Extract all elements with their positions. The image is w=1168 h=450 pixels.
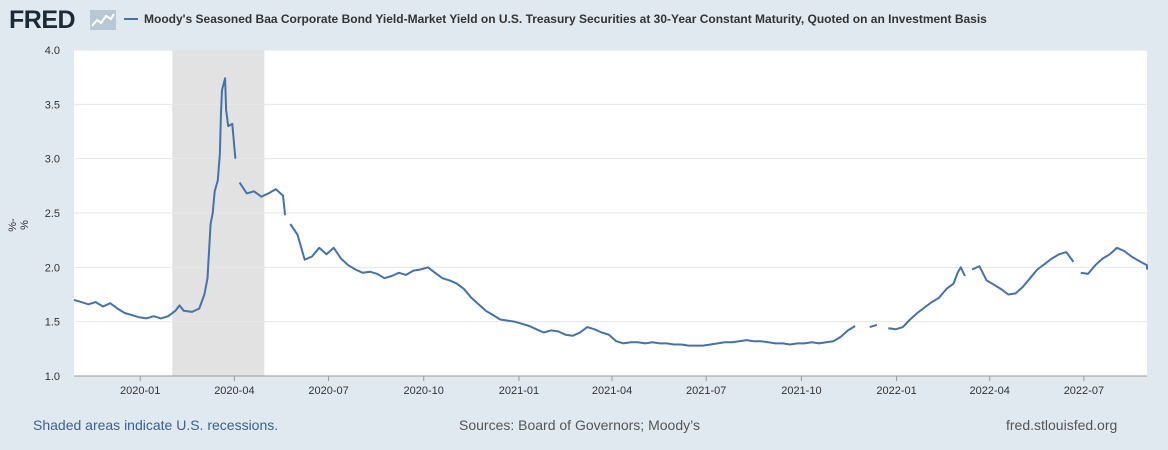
fred-logo[interactable]: FRED	[9, 6, 76, 34]
x-tick-label: 2020-01	[120, 385, 160, 397]
series-segment[interactable]	[1080, 246, 1148, 275]
x-tick-label: 2020-10	[404, 385, 444, 397]
series-line[interactable]	[73, 77, 1148, 347]
recession-note-link[interactable]: Shaded areas indicate U.S. recessions.	[33, 417, 279, 433]
series-segment[interactable]	[971, 251, 1075, 296]
site-link[interactable]: fred.stlouisfed.org	[1006, 417, 1118, 433]
legend[interactable]: Moody's Seasoned Baa Corporate Bond Yiel…	[124, 12, 987, 26]
x-tick-label: 2021-01	[499, 385, 539, 397]
x-tick-label: 2021-07	[686, 385, 726, 397]
y-axis: 1.0 1.5 2.0 2.5 3.0 3.5 4.0	[45, 45, 60, 383]
x-tick-label: 2020-07	[308, 385, 348, 397]
y-tick-label: 3.0	[45, 154, 60, 166]
y-tick-label: 4.0	[45, 45, 60, 57]
series-segment[interactable]	[73, 77, 237, 320]
sources-text: Sources: Board of Governors; Moody’s	[459, 417, 700, 433]
line-chart[interactable]: 1.01.52.02.53.03.54.0 2020-01 2020-04 2020…	[0, 0, 1168, 400]
series-segment[interactable]	[888, 266, 966, 331]
series-segment[interactable]	[238, 182, 287, 216]
line-chart-icon	[90, 10, 116, 30]
series-segment[interactable]	[869, 323, 878, 329]
y-tick-label: 2.5	[45, 208, 60, 220]
y-tick-label: 1.5	[45, 317, 60, 329]
legend-label: Moody's Seasoned Baa Corporate Bond Yiel…	[144, 12, 987, 26]
x-tick-label: 2022-01	[876, 385, 916, 397]
x-tick-label: 2021-04	[592, 385, 632, 397]
x-tick-label: 2022-07	[1064, 385, 1104, 397]
legend-swatch	[124, 18, 138, 20]
x-tick-label: 2022-04	[970, 385, 1010, 397]
y-tick-label: 2.0	[45, 262, 60, 274]
x-tick-label: 2020-04	[214, 385, 254, 397]
x-axis: 2020-01 2020-04 2020-07 2020-10 2021-01 2021-…	[74, 375, 1147, 397]
y-tick-label: 3.5	[45, 99, 60, 111]
chart-header: FRED Moody's Seasoned Baa Corporate Bond…	[0, 0, 1168, 40]
series-segment[interactable]	[289, 223, 856, 347]
y-tick-label: 1.0	[45, 371, 60, 383]
x-tick-label: 2021-10	[781, 385, 821, 397]
